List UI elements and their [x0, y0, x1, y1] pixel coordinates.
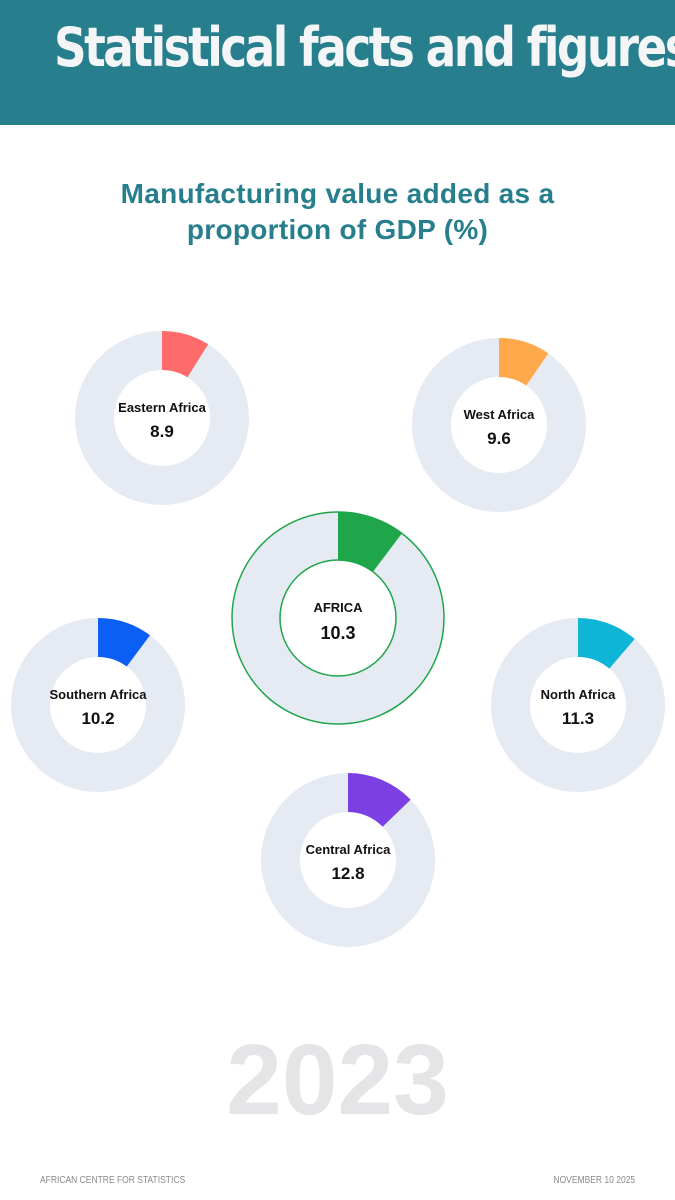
donut-segment-africa	[338, 512, 402, 572]
donut-ring-southern	[11, 618, 185, 792]
donut-label-central: Central Africa	[306, 842, 392, 857]
year-label: 2023	[226, 1024, 449, 1136]
donut-southern: Southern Africa 10.2	[11, 618, 185, 792]
donut-value-southern: 10.2	[81, 709, 114, 728]
footer-source: AFRICAN CENTRE FOR STATISTICS	[40, 1175, 186, 1186]
header-bar: Statistical facts and figures	[0, 0, 675, 125]
donut-label-north: North Africa	[541, 687, 616, 702]
donut-ring-eastern	[75, 331, 249, 505]
donut-value-north: 11.3	[562, 709, 594, 728]
footer-date: NOVEMBER 10 2025	[553, 1175, 635, 1186]
donut-outline-inner-africa	[279, 559, 397, 677]
chart-title-line-2: proportion of GDP (%)	[186, 214, 489, 246]
donut-label-west: West Africa	[464, 407, 536, 422]
donut-segment-north	[578, 618, 635, 669]
donut-segment-eastern	[162, 331, 209, 378]
page-title: Statistical facts and figures	[54, 16, 675, 79]
donut-value-central: 12.8	[331, 864, 364, 883]
donut-segment-central	[348, 773, 411, 827]
donut-eastern: Eastern Africa 8.9	[75, 331, 249, 505]
donut-segment-southern	[98, 618, 151, 667]
donut-ring-north	[491, 618, 665, 792]
donut-label-southern: Southern Africa	[49, 687, 147, 702]
donut-outline-outer-africa	[231, 511, 445, 725]
donut-central: Central Africa 12.8	[261, 773, 435, 947]
donut-value-africa: 10.3	[320, 623, 355, 643]
donut-label-eastern: Eastern Africa	[118, 400, 206, 415]
donut-north: North Africa 11.3	[491, 618, 665, 792]
donut-value-west: 9.6	[487, 429, 511, 448]
donut-segment-west	[499, 338, 549, 386]
chart-title: Manufacturing value added as a proportio…	[40, 176, 635, 249]
donut-ring-west	[412, 338, 586, 512]
donut-label-africa: AFRICA	[313, 600, 363, 615]
donut-west: West Africa 9.6	[412, 338, 586, 512]
donut-africa: AFRICA 10.3	[231, 511, 445, 725]
chart-title-line-1: Manufacturing value added as a	[120, 178, 555, 209]
donut-value-eastern: 8.9	[150, 422, 174, 441]
